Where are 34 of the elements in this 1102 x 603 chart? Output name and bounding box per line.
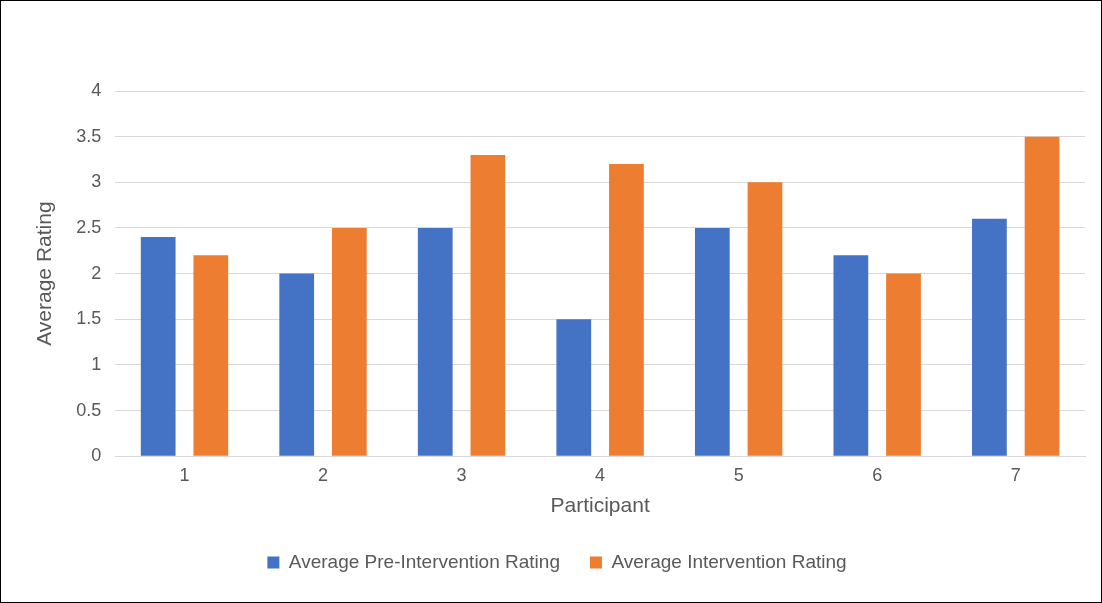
bar (193, 255, 229, 456)
bar (279, 273, 315, 456)
bar (694, 227, 730, 456)
x-tick-label: 4 (595, 464, 606, 485)
bar (886, 273, 921, 456)
bar (972, 218, 1007, 456)
y-axis-title: Average Rating (32, 201, 56, 346)
y-tick-label: 2.5 (76, 216, 102, 237)
bar (747, 182, 783, 456)
bar (556, 319, 592, 456)
bar (609, 164, 644, 456)
y-tick-label: 3.5 (76, 125, 102, 146)
bar (833, 255, 869, 456)
y-tick-label: 3 (91, 171, 102, 192)
x-tick-label: 1 (179, 464, 190, 485)
legend-label: Average Pre-Intervention Rating (288, 550, 560, 572)
x-tick-label: 6 (872, 464, 883, 485)
bar (470, 154, 506, 456)
x-tick-label: 2 (318, 464, 329, 485)
x-tick-label: 5 (733, 464, 744, 485)
x-tick-label: 7 (1010, 464, 1021, 485)
y-tick-label: 0.5 (76, 399, 102, 420)
bar (331, 227, 367, 456)
bar (140, 237, 176, 456)
bar (417, 227, 453, 456)
y-tick-label: 1 (91, 353, 102, 374)
y-tick-label: 1.5 (76, 308, 102, 329)
y-tick-label: 4 (91, 79, 102, 100)
legend-label: Average Intervention Rating (611, 550, 847, 572)
x-tick-label: 3 (456, 464, 467, 485)
x-axis-title: Participant (550, 493, 650, 517)
y-tick-label: 0 (91, 445, 102, 466)
bar (1024, 136, 1060, 456)
y-tick-label: 2 (91, 262, 102, 283)
